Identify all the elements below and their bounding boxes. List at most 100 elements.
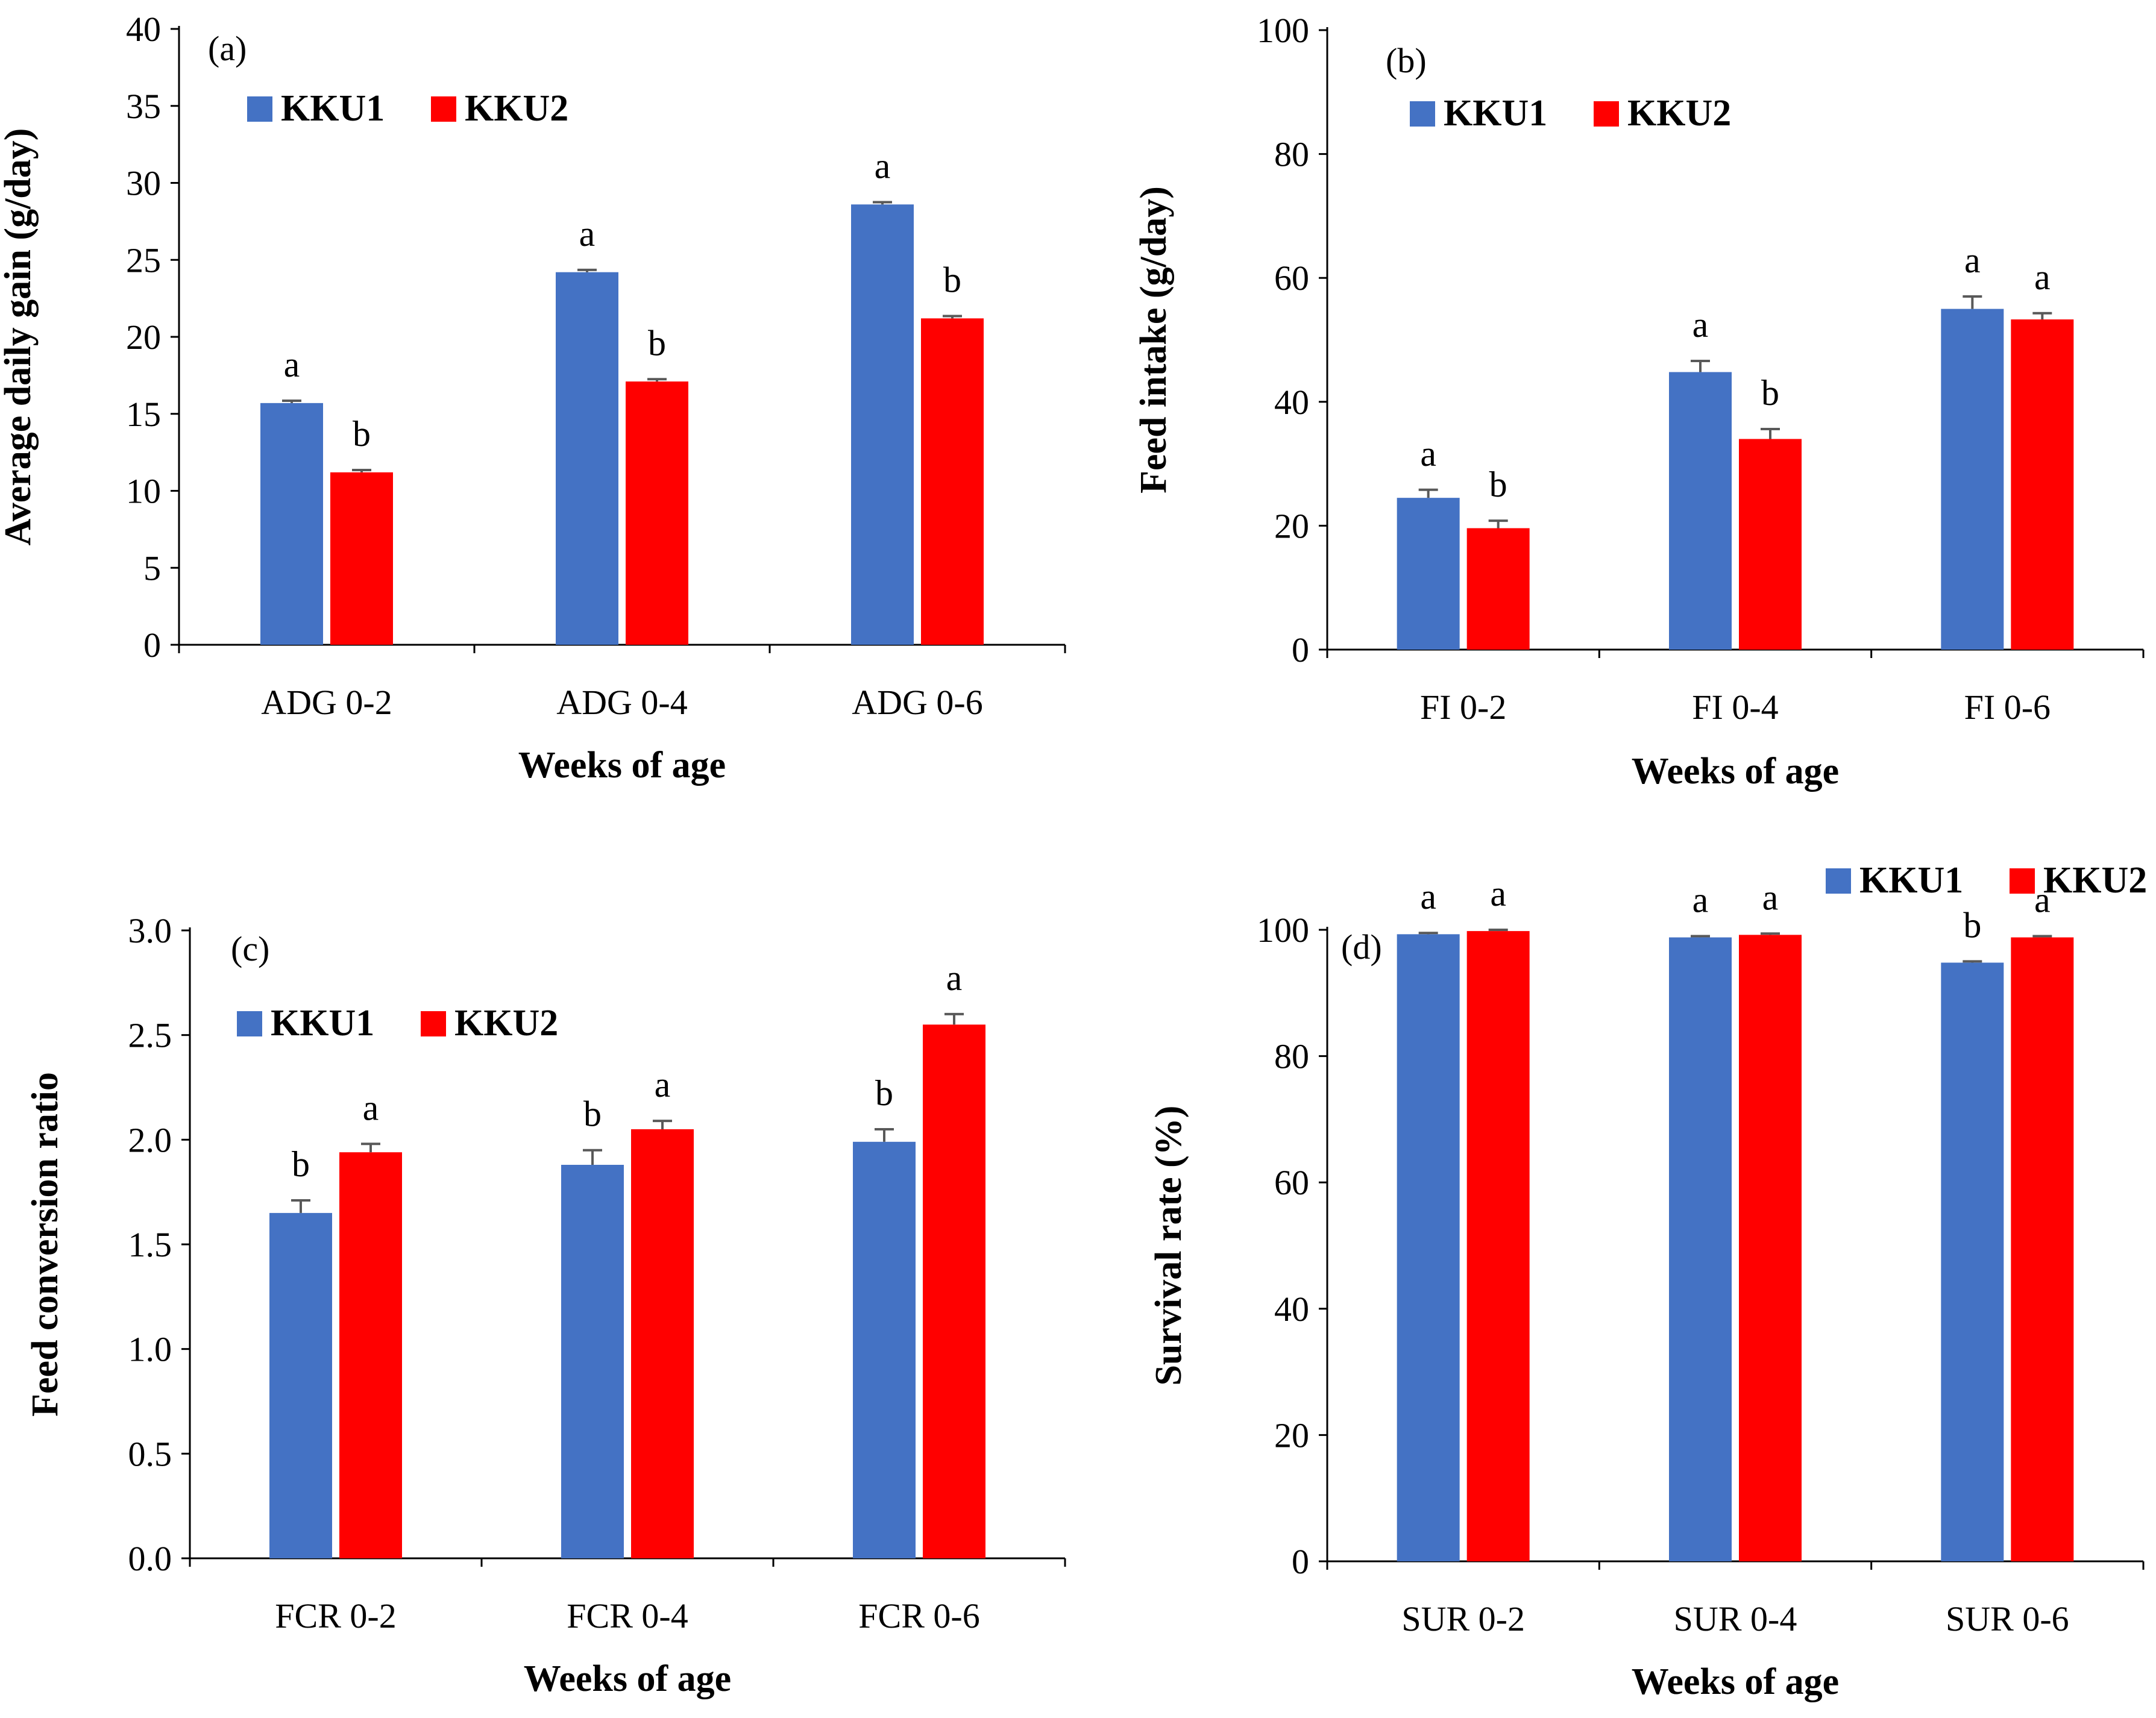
y-tick-label: 25 (126, 240, 161, 280)
bar-kku2 (923, 1024, 985, 1558)
x-tick-label: SUR 0-4 (1674, 1599, 1797, 1638)
y-axis-title: Average daily gain (g/day) (0, 128, 39, 546)
bar-kku1 (1669, 937, 1732, 1561)
legend-swatch-kku1 (1826, 868, 1851, 894)
x-tick-label: SUR 0-6 (1946, 1599, 2069, 1638)
significance-letter: b (353, 414, 371, 454)
legend-label-kku2: KKU2 (2043, 860, 2147, 901)
legend-swatch-kku2 (1594, 101, 1619, 127)
significance-letter: b (1963, 905, 1981, 945)
bar-kku1 (1669, 372, 1732, 650)
bar-kku2 (339, 1152, 402, 1558)
y-tick-label: 0.0 (128, 1539, 172, 1578)
significance-letter: b (1761, 373, 1779, 413)
y-tick-label: 3.0 (128, 911, 172, 950)
y-tick-label: 20 (1274, 1415, 1309, 1455)
x-tick-label: FI 0-2 (1420, 688, 1506, 727)
y-tick-label: 40 (126, 10, 161, 49)
y-tick-label: 0.5 (128, 1434, 172, 1473)
significance-letter: a (655, 1065, 671, 1105)
panel-d: 0 20 40 60 80 100 SUR 0-2 SUR 0-4 SUR 0-6 a a b a a a K… (1078, 859, 2156, 1718)
bar-kku2 (921, 318, 984, 645)
x-tick-label: FI 0-6 (1964, 688, 2051, 727)
x-tick-label: FCR 0-6 (858, 1596, 979, 1635)
x-tick-label: FCR 0-2 (275, 1596, 396, 1635)
bar-kku1 (853, 1141, 916, 1558)
chart-a: 0 5 10 15 20 25 30 35 40 ADG 0-2 ADG 0-4 ADG 0-6 a a a… (0, 10, 1066, 786)
x-tick-label: ADG 0-6 (852, 683, 982, 722)
legend-swatch-kku1 (247, 96, 272, 122)
y-tick-label: 40 (1274, 1290, 1309, 1329)
significance-letter: a (875, 146, 891, 186)
significance-letter: b (875, 1073, 893, 1113)
significance-letter: a (2034, 880, 2051, 920)
significance-letter: a (1420, 434, 1436, 474)
y-tick-label: 0 (143, 625, 161, 665)
significance-letter: a (1420, 877, 1436, 917)
legend-swatch-kku2 (421, 1011, 446, 1036)
y-axis-title: Survival rate (%) (1148, 1106, 1189, 1386)
significance-letter: a (579, 214, 596, 254)
bar-kku1 (1397, 934, 1460, 1561)
x-tick-label: ADG 0-2 (261, 683, 392, 722)
legend-swatch-kku2 (2010, 868, 2035, 894)
legend-label-kku2: KKU2 (454, 1003, 558, 1044)
y-tick-label: 1.0 (128, 1330, 172, 1369)
y-tick-label: 1.5 (128, 1225, 172, 1264)
y-tick-label: 30 (126, 164, 161, 203)
y-tick-label: 0 (1292, 630, 1309, 669)
bar-kku1 (851, 204, 914, 645)
significance-letter: a (946, 958, 963, 998)
panel-tag: (c) (231, 929, 269, 968)
panel-c: 0.0 0.5 1.0 1.5 2.0 2.5 3.0 FCR 0-2 FCR 0-4 FCR 0… (0, 859, 1078, 1718)
legend-label-kku1: KKU1 (1859, 860, 1963, 901)
significance-letter: b (943, 260, 961, 300)
y-tick-label: 80 (1274, 135, 1309, 174)
x-tick-label: ADG 0-4 (556, 683, 687, 722)
significance-letter: a (1692, 880, 1709, 920)
panel-tag: (d) (1341, 927, 1382, 967)
x-axis-title: Weeks of age (518, 745, 726, 786)
y-tick-label: 60 (1274, 1163, 1309, 1202)
significance-letter: b (292, 1144, 310, 1184)
significance-letter: b (648, 323, 666, 363)
significance-letter: a (1692, 305, 1709, 345)
bar-kku2 (2011, 319, 2074, 650)
legend-label-kku2: KKU2 (1627, 93, 1731, 134)
y-axis-title: Feed conversion ratio (25, 1072, 66, 1417)
bar-kku2 (330, 472, 393, 645)
x-tick-label: FCR 0-4 (567, 1596, 688, 1635)
y-tick-label: 35 (126, 87, 161, 126)
y-tick-label: 2.0 (128, 1120, 172, 1159)
y-tick-label: 20 (1274, 506, 1309, 545)
x-tick-label: SUR 0-2 (1401, 1599, 1525, 1638)
y-tick-label: 60 (1274, 259, 1309, 298)
panel-a: 0 5 10 15 20 25 30 35 40 ADG 0-2 ADG 0-4 ADG 0-6 a a a… (0, 0, 1078, 859)
x-tick-label: FI 0-4 (1692, 688, 1778, 727)
significance-letter: a (284, 345, 300, 384)
y-tick-label: 100 (1257, 11, 1309, 50)
significance-letter: a (1490, 874, 1506, 914)
chart-b: 0 20 40 60 80 100 FI 0-2 FI 0-4 FI 0-6 a a a b b a KKU1… (1133, 11, 2145, 792)
y-tick-label: 0 (1292, 1542, 1309, 1581)
legend-swatch-kku1 (237, 1011, 262, 1036)
bar-kku1 (269, 1212, 332, 1558)
y-tick-label: 40 (1274, 383, 1309, 422)
panel-b: 0 20 40 60 80 100 FI 0-2 FI 0-4 FI 0-6 a a a b b a KKU1… (1078, 0, 2156, 859)
bar-kku1 (561, 1165, 624, 1558)
x-axis-title: Weeks of age (1632, 751, 1839, 792)
bar-kku2 (1466, 931, 1530, 1561)
significance-letter: b (1489, 465, 1507, 504)
bar-kku1 (260, 403, 323, 645)
legend-label-kku1: KKU1 (1444, 93, 1547, 134)
x-axis-title: Weeks of age (524, 1658, 731, 1699)
bar-kku1 (1941, 309, 2004, 650)
bar-kku2 (626, 381, 688, 645)
bar-kku1 (556, 272, 618, 645)
legend-swatch-kku2 (431, 96, 456, 122)
bar-kku1 (1397, 498, 1460, 650)
panel-tag: (a) (208, 29, 247, 68)
bar-kku2 (631, 1129, 694, 1558)
